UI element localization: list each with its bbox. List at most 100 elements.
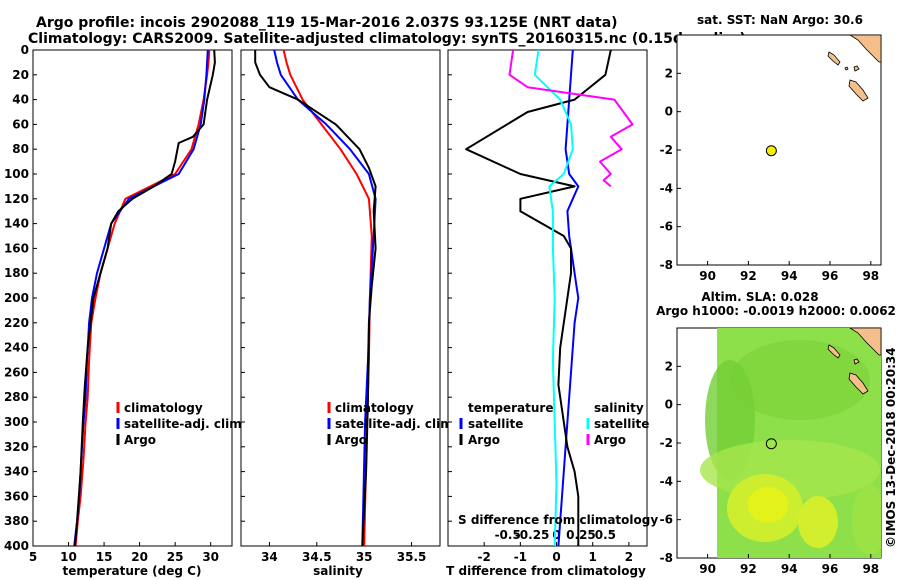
lat-tick-label: 0 <box>665 398 673 412</box>
legend-label-t-satellite: satellite <box>468 417 523 431</box>
legend-label-satellite-adj: satellite-adj. clim. <box>124 417 246 431</box>
x-tick-label: 25 <box>167 550 184 564</box>
sst-map-axes: 90 92 94 96 98 -8 -6 -4 -2 0 2 <box>660 66 879 283</box>
depth-tick-label: 260 <box>4 365 29 379</box>
lat-tick-label: -2 <box>660 436 673 450</box>
x-tick-label: 35.5 <box>397 550 427 564</box>
series-line-s-satellite <box>533 50 574 546</box>
sla-map-title-line1: Altim. SLA: 0.028 <box>701 290 818 304</box>
salinity-axis-label: salinity <box>313 564 363 578</box>
lon-tick-label: 92 <box>740 562 757 576</box>
depth-tick-label: 240 <box>4 341 29 355</box>
salinity-plot-frame <box>240 49 441 547</box>
lat-tick-label: 2 <box>665 359 673 373</box>
depth-tick-label: 0 <box>21 43 29 57</box>
x-tick-label: 2 <box>625 550 633 564</box>
sla-map-title-line2: Argo h1000: -0.0019 h2000: 0.0062 <box>656 304 896 318</box>
depth-tick-label: 320 <box>4 440 29 454</box>
depth-tick-label: 300 <box>4 415 29 429</box>
legend-label-climatology: climatology <box>124 401 203 415</box>
argo-position-marker <box>765 438 777 450</box>
lat-tick-label: -2 <box>660 143 673 157</box>
lat-tick-label: -6 <box>660 220 673 234</box>
land-island-nias <box>848 79 869 102</box>
x-tick-label: 10 <box>60 550 77 564</box>
lon-tick-label: 90 <box>699 269 716 283</box>
x-tick-label: -2 <box>478 550 491 564</box>
t-difference-axis: -2 -1 0 1 2 <box>478 542 633 564</box>
x-tick-label: 34 <box>261 550 278 564</box>
x-tick-label: 20 <box>131 550 148 564</box>
depth-tick-label: 340 <box>4 465 29 479</box>
legend-label-argo: Argo <box>335 433 367 447</box>
series-line-t-argo <box>465 50 612 546</box>
land-island-small <box>853 65 860 72</box>
lat-tick-label: 2 <box>665 66 673 80</box>
lat-tick-label: -8 <box>660 551 673 565</box>
difference-series <box>465 50 634 546</box>
temperature-legend: climatology satellite-adj. clim. Argo <box>116 401 246 447</box>
s-tick-label: 0 <box>552 528 560 542</box>
difference-legend: temperature satellite Argo salinity sate… <box>459 401 649 447</box>
land-island-simeulue <box>827 344 841 359</box>
t-difference-axis-label: T difference from climatology <box>446 564 646 578</box>
series-line-argo <box>254 50 377 546</box>
s-tick-label: 0.25 <box>566 528 596 542</box>
s-difference-axis: -0.5-0.25 0 0.250.5 <box>495 528 616 542</box>
temperature-axis: 5 10 15 20 25 30 <box>29 542 219 564</box>
sla-heatmap <box>700 328 881 558</box>
difference-panel: -2 -1 0 1 2 -0.5-0.25 0 0.250.5 S difference f… <box>446 49 658 578</box>
lat-tick-label: -4 <box>660 474 673 488</box>
salinity-depth-ticks <box>241 49 245 547</box>
lat-tick-label: -8 <box>660 258 673 272</box>
x-tick-label: 0 <box>552 550 560 564</box>
s-tick-label: 0.5 <box>595 528 616 542</box>
lon-tick-label: 94 <box>781 269 798 283</box>
depth-tick-label: 380 <box>4 514 29 528</box>
sla-high-anomaly <box>798 496 838 548</box>
x-tick-label: -1 <box>514 550 527 564</box>
lat-tick-label: 0 <box>665 105 673 119</box>
depth-tick-label: 40 <box>12 93 29 107</box>
salinity-series <box>254 50 377 546</box>
sla-high-anomaly-core <box>748 487 788 523</box>
x-tick-label: 35 <box>356 550 373 564</box>
depth-tick-label: 280 <box>4 390 29 404</box>
sst-map: sat. SST: NaN Argo: 30.6 90 92 94 96 98 -8 -6 -… <box>660 13 882 283</box>
sla-field-patch <box>852 485 881 555</box>
depth-tick-label: 160 <box>4 241 29 255</box>
lon-tick-label: 96 <box>822 269 839 283</box>
depth-tick-label: 200 <box>4 291 29 305</box>
argo-position-marker <box>765 145 777 157</box>
salinity-axis: 34 34.5 35 35.5 <box>261 542 426 564</box>
land-island-simeulue <box>827 51 841 66</box>
legend-label-t-argo: Argo <box>468 433 500 447</box>
legend-label-argo: Argo <box>124 433 156 447</box>
temperature-series <box>73 50 216 546</box>
sst-map-frame <box>676 34 882 266</box>
depth-tick-label: 180 <box>4 266 29 280</box>
land-sumatra <box>827 34 882 102</box>
depth-tick-label: 220 <box>4 316 29 330</box>
legend-title-temperature: temperature <box>468 401 553 415</box>
lon-tick-label: 96 <box>822 562 839 576</box>
land-island-nias <box>848 372 869 395</box>
legend-title-salinity: salinity <box>594 401 644 415</box>
series-line-t-satellite <box>557 50 580 546</box>
salinity-legend: climatology satellite-adj. clim. Argo <box>327 401 457 447</box>
sst-map-title: sat. SST: NaN Argo: 30.6 <box>697 13 863 27</box>
depth-tick-label: 120 <box>4 192 29 206</box>
x-tick-label: 15 <box>96 550 113 564</box>
legend-label-s-satellite: satellite <box>594 417 649 431</box>
sla-map-axes: 90 92 94 96 98 -8 -6 -4 -2 0 2 <box>660 359 879 576</box>
temperature-plot-frame <box>32 49 233 547</box>
difference-depth-ticks <box>448 49 452 547</box>
legend-label-s-argo: Argo <box>594 433 626 447</box>
depth-axis: 0 20 40 60 80 100 120 140 160 180 200 220 240 260 280 3… <box>4 43 37 553</box>
land-island-small <box>853 358 860 365</box>
difference-plot-frame <box>447 49 648 547</box>
figure-title-line1: Argo profile: incois 2902088_119 15-Mar-… <box>36 15 618 31</box>
depth-tick-label: 140 <box>4 217 29 231</box>
land-mainland <box>849 328 881 356</box>
